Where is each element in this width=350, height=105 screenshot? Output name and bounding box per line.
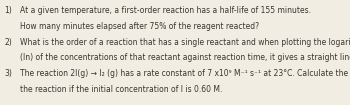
Text: At a given temperature, a first-order reaction has a half-life of 155 minutes.: At a given temperature, a first-order re… <box>20 6 311 15</box>
Text: How many minutes elapsed after 75% of the reagent reacted?: How many minutes elapsed after 75% of th… <box>20 22 259 31</box>
Text: 1): 1) <box>4 6 12 15</box>
Text: 2): 2) <box>4 38 12 47</box>
Text: What is the order of a reaction that has a single reactant and when plotting the: What is the order of a reaction that has… <box>20 38 350 47</box>
Text: 3): 3) <box>4 69 12 78</box>
Text: the reaction if the initial concentration of I is 0.60 M.: the reaction if the initial concentratio… <box>20 85 223 94</box>
Text: (ln) of the concentrations of that reactant against reaction time, it gives a st: (ln) of the concentrations of that react… <box>20 53 350 62</box>
Text: The reaction 2I(g) → I₂ (g) has a rate constant of 7 x10⁹ M⁻¹ s⁻¹ at 23°C. Calcu: The reaction 2I(g) → I₂ (g) has a rate c… <box>20 69 350 78</box>
